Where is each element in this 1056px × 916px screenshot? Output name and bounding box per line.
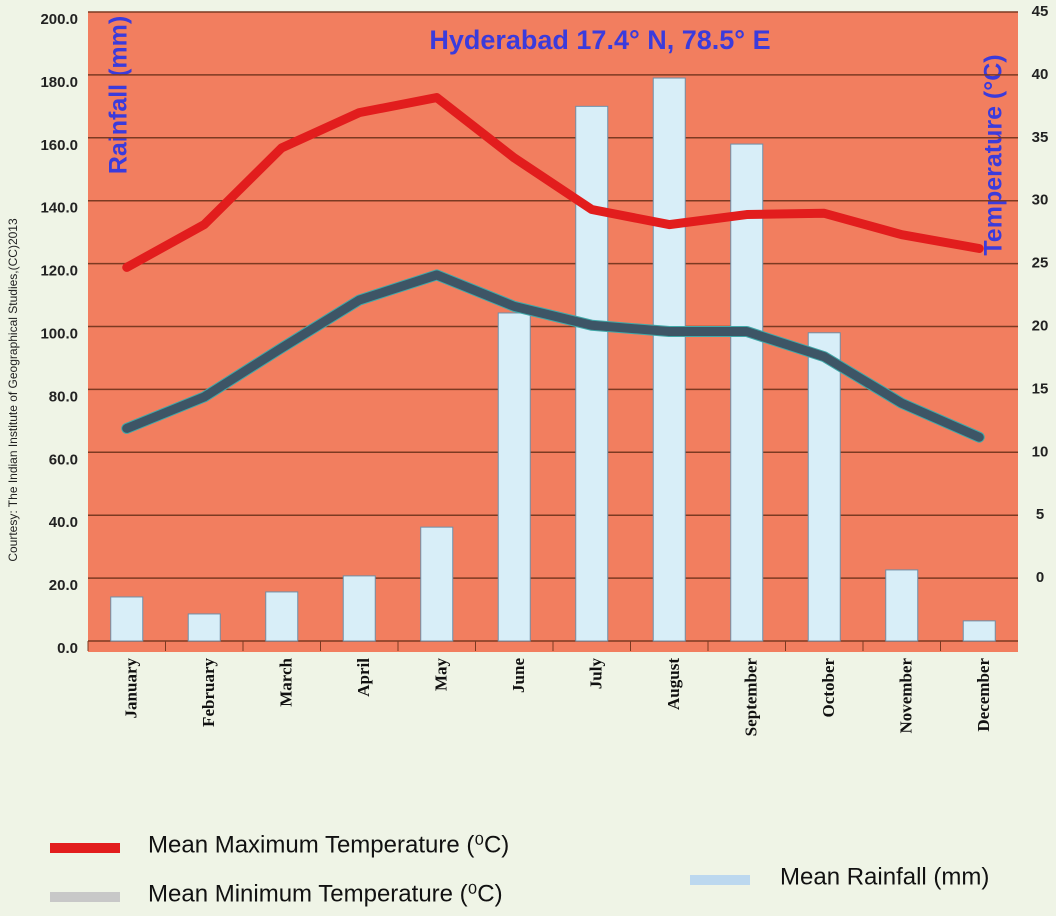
line [122,270,984,442]
bar [962,620,996,642]
bar [420,526,454,642]
x-tick-label: May [432,658,451,692]
plot-area [88,12,1018,652]
y2-tick-label: 10 [1032,443,1049,460]
bar [110,596,144,642]
y2-tick-label: 40 [1032,66,1049,83]
bar [265,591,299,642]
bar [575,105,609,642]
x-tick-label: September [742,658,761,737]
line [122,93,984,272]
y2-tick-label: 20 [1032,317,1049,334]
legend-swatch [50,843,120,853]
y-tick-label: 160.0 [40,137,78,154]
y-tick-label: 100.0 [40,325,78,342]
bar [885,569,919,642]
y2-axis-label: Temperature (°C) [980,54,1008,255]
x-tick-label: October [819,658,838,718]
y2-tick-label: 30 [1032,192,1049,209]
y2-tick-label: 35 [1032,129,1049,146]
y-tick-label: 140.0 [40,200,78,217]
x-tick-label: August [664,658,683,710]
y2-tick-label: 5 [1036,506,1044,523]
x-tick-label: July [587,658,606,690]
chart-title: Hyderabad 17.4° N, 78.5° E [429,25,770,55]
y2-tick-label: 0 [1036,569,1044,586]
y-tick-label: 80.0 [49,388,78,405]
y-tick-label: 200.0 [40,11,78,28]
x-tick-label: December [974,658,993,732]
x-tick-label: June [509,658,528,693]
annotation: Courtesy: The Indian Institute of Geogra… [6,218,20,562]
y2-tick-label: 45 [1032,3,1049,20]
x-tick-label: March [277,657,296,706]
bar [342,575,376,642]
y2-tick-label: 15 [1032,380,1049,397]
y-tick-label: 180.0 [40,74,78,91]
legend-swatch [50,892,120,902]
bar [807,332,841,642]
x-tick-label: February [199,658,218,727]
legend-label: Mean Rainfall (mm) [780,863,989,890]
legend-label: Mean Maximum Temperature (⁰C) [148,831,509,858]
y-tick-label: 40.0 [49,514,78,531]
bar [187,613,221,642]
bar [730,143,764,642]
y-tick-label: 60.0 [49,451,78,468]
legend-swatch [690,875,750,885]
x-tick-label: April [354,658,373,697]
bar [497,312,531,642]
y-tick-label: 120.0 [40,263,78,280]
y-axis-label: Rainfall (mm) [105,16,133,174]
bar [652,77,686,642]
y-tick-label: 20.0 [49,577,78,594]
y-tick-label: 0.0 [57,640,78,657]
x-tick-label: January [122,658,141,719]
x-tick-label: November [897,658,916,734]
legend-label: Mean Minimum Temperature (⁰C) [148,880,503,907]
y2-tick-label: 25 [1032,255,1049,272]
